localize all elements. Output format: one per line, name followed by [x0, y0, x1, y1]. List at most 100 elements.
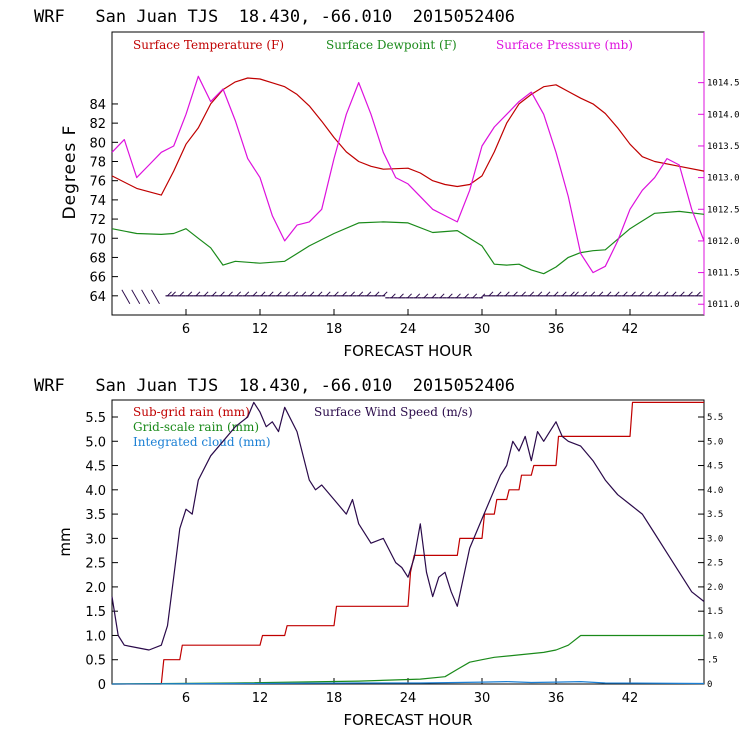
- wind-barb: [663, 291, 669, 297]
- wind-barb: [574, 291, 579, 297]
- wind-barb: [268, 291, 274, 297]
- legend-entry: Surface Temperature (F): [133, 38, 284, 52]
- wind-barb: [277, 291, 282, 297]
- y-ticks-top: 64 66 68 70 72 74 76 78 80 82 84: [89, 98, 118, 305]
- legend-top: Surface Temperature (F) Surface Dewpoint …: [133, 38, 633, 52]
- y-tick-label: 84: [89, 98, 106, 113]
- wind-barb: [688, 291, 693, 297]
- y-tick-label: 1.5: [85, 605, 106, 620]
- wind-barb: [252, 291, 258, 297]
- wind-barb: [203, 291, 209, 297]
- wind-barb: [570, 291, 575, 297]
- wind-barb: [358, 291, 364, 297]
- y-axis-label-top: Degrees F: [60, 125, 80, 220]
- wind-barb: [260, 291, 266, 297]
- y-tick-label: 70: [89, 232, 106, 247]
- wind-barb: [614, 291, 620, 297]
- wind-barb: [513, 291, 518, 297]
- wind-barb: [639, 291, 644, 297]
- wind-barb: [679, 291, 685, 297]
- wind-barb: [590, 291, 596, 297]
- y-tick-label: 1.0: [85, 629, 106, 644]
- wind-barb: [211, 291, 217, 297]
- temperature-pressure-chart: WRF San Juan TJS 18.430, -66.010 2015052…: [34, 7, 740, 360]
- y-tick-label: 64: [89, 290, 106, 305]
- wind-barb: [187, 291, 193, 297]
- wind-barb: [671, 291, 677, 297]
- wind-barb: [141, 289, 151, 305]
- y-tick-label: 66: [89, 271, 106, 286]
- x-tick-label: 24: [400, 322, 417, 337]
- x-tick-label: 42: [622, 322, 639, 337]
- wind-barb: [399, 293, 404, 299]
- wind-barb: [488, 291, 494, 297]
- wind-barb: [228, 291, 233, 297]
- x-tick-label: 12: [252, 322, 269, 337]
- y-tick-label: 3.0: [85, 532, 106, 547]
- y-axis-label-bottom: mm: [56, 527, 74, 556]
- y-tick-label: 74: [89, 194, 106, 209]
- wind-barb: [121, 289, 131, 305]
- chart-title-bottom: WRF San Juan TJS 18.430, -66.010 2015052…: [34, 376, 515, 396]
- series-line-sub-grid-rain-mm: [112, 401, 704, 685]
- y2-tick-label: 4.0: [707, 486, 723, 496]
- wind-barb: [244, 291, 250, 297]
- x-tick-label: 42: [622, 691, 639, 706]
- y2-tick-label: 4.5: [707, 462, 723, 472]
- wind-barb: [415, 293, 421, 299]
- wind-barb: [382, 291, 388, 297]
- y-tick-label: 0: [98, 678, 106, 693]
- wind-barb: [423, 293, 429, 299]
- wind-barb: [374, 291, 380, 297]
- wind-barb: [545, 291, 551, 297]
- y2-tick-label: 0: [707, 680, 712, 690]
- x-tick-label: 36: [548, 322, 565, 337]
- y-tick-label: 2.0: [85, 581, 106, 596]
- y2-tick-label: 5.0: [707, 437, 723, 447]
- y2-tick-label: 5.5: [707, 413, 723, 423]
- wind-barb: [553, 291, 559, 297]
- wind-barb: [285, 291, 290, 297]
- legend-bottom: Sub-grid rain (mm)Grid-scale rain (mm)In…: [133, 405, 473, 449]
- y-tick-label: 5.5: [85, 411, 106, 426]
- legend-entry: Surface Wind Speed (m/s): [314, 405, 473, 419]
- y-ticks-bottom: 0 0.5 1.0 1.5 2.0 2.5 3.0 3.5 4.0 4.5 5.0 5.5: [85, 411, 118, 693]
- legend-entry: Grid-scale rain (mm): [133, 420, 259, 434]
- series-line-surface-pressure-mb: [111, 75, 705, 274]
- x-tick-label: 30: [474, 691, 491, 706]
- wind-barb: [472, 293, 478, 299]
- y-tick-label: 3.5: [85, 508, 106, 523]
- y2-tick-label: 1.5: [707, 607, 723, 617]
- wind-barb: [696, 291, 701, 297]
- wind-barb: [195, 291, 201, 297]
- y-tick-label: 5.0: [85, 435, 106, 450]
- series-bottom: [111, 401, 705, 685]
- wind-barb: [456, 293, 461, 299]
- series-line-surface-wind-speed-m-s: [111, 401, 705, 651]
- y-tick-label: 82: [89, 117, 106, 132]
- x-tick-label: 18: [326, 322, 343, 337]
- wind-barb: [220, 291, 225, 297]
- pressure-ticks: 1011.0 1011.5 1012.0 1012.5 1013.0 1013.5 1014…: [698, 79, 740, 310]
- y2-ticks-bottom: 0 .5 1.0 1.5 2.0 2.5 3.0 3.5 4.0 4.5 5.0 5.5: [698, 413, 723, 690]
- y2-tick-label: .5: [707, 656, 718, 666]
- wind-barb: [647, 291, 653, 297]
- wind-barb: [171, 291, 176, 297]
- series-line-integrated-cloud-mm: [111, 680, 705, 685]
- wind-barb: [293, 291, 299, 297]
- legend-entry: Surface Dewpoint (F): [326, 38, 457, 52]
- wind-barb: [622, 291, 628, 297]
- wind-barb: [529, 291, 535, 297]
- legend-entry: Integrated cloud (mm): [133, 435, 271, 449]
- wind-barb: [179, 291, 185, 297]
- wind-barb: [334, 291, 339, 297]
- x-tick-label: 12: [252, 691, 269, 706]
- wind-barb: [582, 291, 587, 297]
- wind-barb: [309, 291, 315, 297]
- y2-tick-label: 1013.0: [707, 174, 740, 184]
- chart-title-top: WRF San Juan TJS 18.430, -66.010 2015052…: [34, 7, 515, 27]
- wind-barb: [342, 291, 347, 297]
- x-axis-label-bottom: FORECAST HOUR: [343, 711, 472, 729]
- y2-tick-label: 1012.5: [707, 205, 740, 215]
